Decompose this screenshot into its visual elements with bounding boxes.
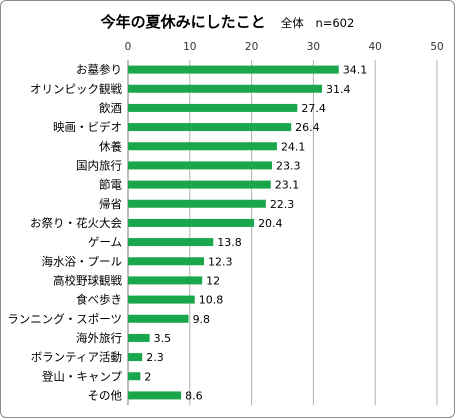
data-label: 8.6	[185, 389, 203, 402]
bar	[128, 218, 255, 227]
data-label: 24.1	[281, 140, 306, 153]
category-label: その他	[88, 388, 123, 402]
bar	[128, 353, 143, 362]
bar	[128, 84, 323, 93]
category-label: 登山・キャンプ	[42, 369, 123, 383]
category-label: 海外旅行	[76, 331, 122, 345]
category-label: ゲーム	[88, 235, 122, 249]
bar	[128, 295, 195, 304]
bar	[128, 333, 150, 342]
bar	[128, 199, 266, 208]
x-tick-label: 0	[125, 41, 132, 53]
category-label: ランニング・スポーツ	[7, 312, 122, 326]
data-label: 13.8	[217, 236, 242, 249]
category-label: ボランティア活動	[31, 350, 122, 364]
bar	[128, 372, 141, 381]
category-label: お墓参り	[76, 63, 122, 77]
category-label: 帰省	[99, 197, 122, 211]
category-label: 食べ歩き	[76, 293, 122, 307]
data-label: 31.4	[326, 83, 351, 96]
data-label: 27.4	[301, 102, 326, 115]
chart-subtitle: 全体 n=602	[281, 16, 355, 30]
bar	[128, 276, 203, 285]
x-tick-label: 10	[183, 41, 196, 53]
category-label: お祭り・花火大会	[30, 216, 122, 230]
category-label: 高校野球観戦	[53, 273, 122, 287]
bar	[128, 257, 205, 266]
bar	[128, 65, 339, 74]
bar	[128, 103, 298, 112]
title-row: 今年の夏休みにしたこと 全体 n=602	[1, 11, 454, 32]
data-label: 2	[144, 370, 151, 383]
data-label: 34.1	[343, 64, 368, 77]
x-tick-label: 30	[307, 41, 320, 53]
chart-title: 今年の夏休みにしたこと	[100, 13, 266, 31]
category-label: オリンピック観戦	[30, 82, 122, 96]
category-label: 国内旅行	[76, 158, 122, 172]
bar	[128, 180, 271, 189]
data-label: 3.5	[154, 332, 172, 345]
category-label: 海水浴・プール	[42, 254, 123, 268]
category-label: 映画・ビデオ	[53, 120, 122, 134]
bar	[128, 123, 292, 132]
data-label: 12	[206, 274, 220, 287]
data-label: 2.3	[146, 351, 164, 364]
subtitle-group: 全体	[280, 16, 304, 30]
data-label: 9.8	[193, 313, 211, 326]
data-label: 26.4	[295, 121, 320, 134]
bar	[128, 314, 189, 323]
bar	[128, 391, 182, 400]
bar	[128, 142, 277, 151]
bar	[128, 238, 214, 247]
category-label: 飲酒	[99, 101, 122, 115]
data-label: 23.3	[276, 159, 301, 172]
x-tick-label: 20	[245, 41, 258, 53]
sample-size: n=602	[315, 16, 355, 30]
data-label: 23.1	[275, 179, 300, 192]
category-label: 節電	[99, 178, 122, 192]
data-label: 10.8	[199, 294, 224, 307]
x-tick-label: 40	[369, 41, 382, 53]
data-label: 12.3	[208, 255, 233, 268]
data-label: 20.4	[258, 217, 283, 230]
category-label: 休養	[99, 139, 122, 153]
bar	[128, 161, 272, 170]
x-tick-label: 50	[430, 41, 443, 53]
data-label: 22.3	[270, 198, 295, 211]
